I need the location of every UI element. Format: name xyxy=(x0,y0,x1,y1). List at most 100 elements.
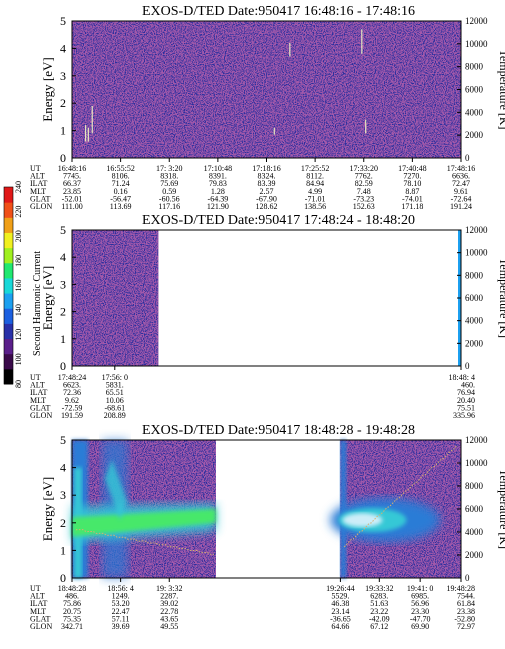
orbit-value: 7745. xyxy=(63,172,81,181)
orbit-value: 72.36 xyxy=(63,388,81,397)
orbit-value: 19: 3:32 xyxy=(156,584,182,593)
y-tick-label: 5 xyxy=(60,223,66,237)
temperature-trace xyxy=(75,529,215,555)
orbit-value: 17:25:52 xyxy=(301,164,329,173)
panel-title: EXOS-D/TED Date:950417 16:48:16 - 17:48:… xyxy=(142,4,415,19)
orbit-value: -52.80 xyxy=(454,614,475,623)
orbit-value: 19:48:28 xyxy=(447,584,475,593)
y2-tick-label: 8000 xyxy=(465,62,484,72)
colorbar-tick-label: 80 xyxy=(14,380,23,388)
orbit-value: 82.59 xyxy=(355,179,373,188)
orbit-value: 18:56: 4 xyxy=(107,584,133,593)
orbit-value: 191.24 xyxy=(450,202,472,211)
y2-tick-label: 10000 xyxy=(465,39,488,49)
orbit-row-label: MLT xyxy=(30,396,46,405)
emission-band-core xyxy=(72,509,216,537)
y2-tick-label: 0 xyxy=(465,361,470,371)
orbit-value: -72.64 xyxy=(451,194,472,203)
orbit-value: -60.56 xyxy=(159,194,180,203)
y-tick-label: 1 xyxy=(60,332,66,346)
colorbar-segment xyxy=(4,308,13,324)
orbit-value: 79.83 xyxy=(209,179,227,188)
colorbar-tick-label: 100 xyxy=(14,353,23,365)
orbit-value: 43.65 xyxy=(160,614,178,623)
orbit-value: -72.59 xyxy=(62,403,83,412)
orbit-value: 22.78 xyxy=(160,607,178,616)
orbit-value: 4.99 xyxy=(308,187,322,196)
y-tick-label: 1 xyxy=(60,124,66,138)
orbit-value: 17:10:48 xyxy=(204,164,232,173)
orbit-value: 51.63 xyxy=(370,599,388,608)
orbit-value: 460. xyxy=(461,381,475,390)
orbit-value: 111.00 xyxy=(61,202,82,211)
y2-axis-label: Temperature [K] xyxy=(497,469,505,549)
colorbar-tick-label: 120 xyxy=(14,329,23,341)
orbit-value: 53.20 xyxy=(112,599,130,608)
y2-tick-label: 2000 xyxy=(465,338,484,348)
y2-tick-label: 4000 xyxy=(465,316,484,326)
orbit-value: 18:48: 4 xyxy=(449,373,475,382)
orbit-value: 335.96 xyxy=(453,411,475,420)
orbit-value: -47.70 xyxy=(410,614,431,623)
orbit-value: 75.69 xyxy=(160,179,178,188)
colorbar-segment xyxy=(4,368,13,385)
y2-tick-label: 2000 xyxy=(465,130,484,140)
colorbar: 80 100 120 140 160 180 200 220 240 Second Harmoni… xyxy=(3,181,43,388)
emission-plume xyxy=(105,459,127,521)
colorbar-tick-label: 140 xyxy=(14,304,23,316)
orbit-value: 121.90 xyxy=(207,202,229,211)
y2-tick-label: 12000 xyxy=(465,225,488,235)
y2-tick-label: 12000 xyxy=(465,435,488,445)
orbit-value: 49.55 xyxy=(160,622,178,631)
orbit-value: 5831. xyxy=(106,381,124,390)
orbit-row-label: ILAT xyxy=(30,599,47,608)
orbit-value: 6623. xyxy=(63,381,81,390)
orbit-value: 75.86 xyxy=(63,599,81,608)
panel-title: EXOS-D/TED Date:950417 18:48:28 - 19:48:… xyxy=(142,423,415,438)
y-axis-label: Energy [eV] xyxy=(40,57,55,121)
orbit-value: 7544. xyxy=(457,592,475,601)
panel-1: EXOS-D/TED Date:950417 16:48:16 - 17:48:… xyxy=(30,4,505,211)
y-tick-label: 4 xyxy=(60,41,66,55)
orbit-value: 23.38 xyxy=(457,607,475,616)
orbit-value: 19:41: 0 xyxy=(407,584,433,593)
orbit-value: -64.39 xyxy=(208,194,229,203)
orbit-value: 9.61 xyxy=(454,187,468,196)
orbit-value: 75.51 xyxy=(457,403,475,412)
colorbar-segment xyxy=(4,323,13,340)
orbit-row-label: MLT xyxy=(30,607,46,616)
colorbar-segment xyxy=(4,202,13,218)
y2-tick-label: 6000 xyxy=(465,293,484,303)
orbit-value: 9.62 xyxy=(65,396,79,405)
orbit-value: 8.87 xyxy=(405,187,419,196)
colorbar-segment xyxy=(4,277,13,294)
orbit-value: 23.30 xyxy=(411,607,429,616)
orbit-row-label: GLAT xyxy=(30,194,51,203)
y-tick-label: 2 xyxy=(60,516,66,530)
y2-tick-label: 10000 xyxy=(465,248,488,258)
y-tick-label: 5 xyxy=(60,14,66,28)
orbit-value: 64.66 xyxy=(331,622,349,631)
colorbar-tick-label: 240 xyxy=(14,181,23,193)
y2-tick-label: 12000 xyxy=(465,16,488,26)
orbit-value: 6636. xyxy=(452,172,470,181)
orbit-value: 61.84 xyxy=(457,599,475,608)
y-tick-label: 0 xyxy=(60,571,66,585)
orbit-row-label: GLON xyxy=(30,411,52,420)
orbit-row-label: GLON xyxy=(30,202,52,211)
orbit-value: 16:48:16 xyxy=(58,164,86,173)
orbit-value: 8391. xyxy=(209,172,227,181)
colorbar-segment xyxy=(4,262,13,279)
orbit-row-label: UT xyxy=(30,373,41,382)
colorbar-tick-label: 180 xyxy=(14,255,23,267)
orbit-value: 18:48:28 xyxy=(58,584,86,593)
orbit-row-label: GLAT xyxy=(30,403,51,412)
y2-tick-label: 0 xyxy=(465,153,470,163)
y-axis-label: Energy [eV] xyxy=(40,266,55,330)
orbit-value: 7762. xyxy=(355,172,373,181)
orbit-value: 71.24 xyxy=(112,179,130,188)
orbit-value: 46.38 xyxy=(331,599,349,608)
orbit-row-label: ALT xyxy=(30,592,45,601)
colorbar-segment xyxy=(4,353,13,370)
orbit-value: 128.62 xyxy=(256,202,278,211)
